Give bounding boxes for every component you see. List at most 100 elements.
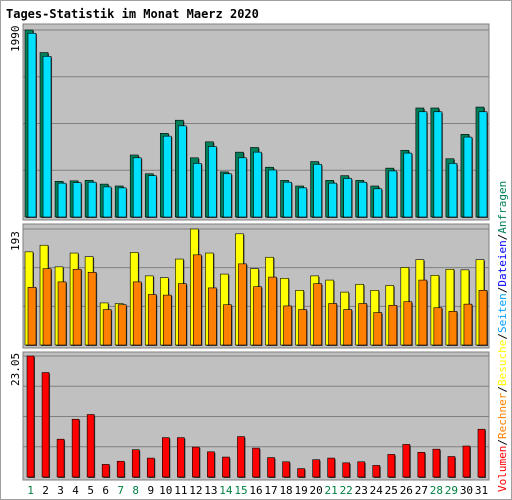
bar-volumen-day-31 bbox=[477, 428, 486, 478]
bar-dateien-day-15 bbox=[238, 157, 247, 218]
side-legend-text: Volumen/Rechner/Besuche/Seiten/Dateien/A… bbox=[496, 181, 509, 492]
x-tick-label: 12 bbox=[189, 484, 202, 497]
bar-dateien-day-30 bbox=[463, 136, 473, 218]
bar-besuche-day-22 bbox=[343, 309, 352, 346]
x-tick-label: 28 bbox=[430, 484, 443, 497]
x-tick-label: 31 bbox=[475, 484, 488, 497]
bar-volumen-day-23 bbox=[357, 461, 366, 478]
legend-item-rechner: Rechner bbox=[496, 392, 509, 439]
bar-besuche-day-5 bbox=[87, 271, 97, 346]
bar-dateien-day-23 bbox=[358, 181, 368, 218]
bar-dateien-day-11 bbox=[178, 125, 187, 218]
x-tick-label: 25 bbox=[385, 484, 398, 497]
bar-volumen-day-12 bbox=[192, 446, 200, 478]
chart-title: Tages-Statistik im Monat Maerz 2020 bbox=[6, 7, 259, 21]
legend-item-besuche: Besuche bbox=[496, 340, 509, 386]
bar-volumen-day-3 bbox=[56, 438, 65, 478]
x-tick-label: 22 bbox=[340, 484, 353, 497]
bar-volumen-day-5 bbox=[86, 414, 95, 478]
bar-besuche-day-8 bbox=[132, 281, 142, 346]
bar-volumen-day-26 bbox=[402, 444, 411, 478]
bar-volumen-day-22 bbox=[342, 462, 350, 478]
chart-panels: 1990 193 23.05 bbox=[9, 23, 490, 481]
bar-besuche-day-1 bbox=[27, 287, 37, 346]
x-tick-label: 10 bbox=[159, 484, 172, 497]
x-tick-label: 24 bbox=[370, 484, 384, 497]
side-legend: Volumen/Rechner/Besuche/Seiten/Dateien/A… bbox=[496, 181, 509, 492]
bar-besuche-day-23 bbox=[358, 303, 368, 346]
x-tick-label: 20 bbox=[310, 484, 323, 497]
bar-volumen-day-11 bbox=[177, 437, 185, 478]
x-tick-label: 4 bbox=[72, 484, 79, 497]
bar-dateien-day-22 bbox=[343, 178, 352, 218]
bar-besuche-day-18 bbox=[283, 305, 292, 346]
bar-volumen-day-2 bbox=[41, 372, 50, 478]
bar-besuche-day-3 bbox=[57, 281, 67, 346]
x-tick-label: 17 bbox=[264, 484, 277, 497]
bar-besuche-day-28 bbox=[433, 307, 443, 346]
x-tick-label: 18 bbox=[279, 484, 292, 497]
x-tick-label: 2 bbox=[42, 484, 49, 497]
x-tick-label: 30 bbox=[460, 484, 473, 497]
bar-besuche-day-26 bbox=[403, 301, 413, 346]
x-tick-label: 16 bbox=[249, 484, 262, 497]
bar-besuche-day-31 bbox=[478, 290, 488, 346]
bar-volumen-day-28 bbox=[432, 448, 441, 478]
bar-dateien-day-13 bbox=[208, 146, 217, 218]
legend-separator: / bbox=[496, 386, 509, 393]
x-tick-label: 1 bbox=[27, 484, 34, 497]
y-max-label: 23.05 bbox=[9, 353, 22, 386]
bar-dateien-day-1 bbox=[27, 32, 37, 218]
bar-dateien-day-17 bbox=[268, 169, 277, 218]
bar-dateien-day-2 bbox=[42, 56, 52, 218]
bar-besuche-day-4 bbox=[72, 268, 82, 346]
bar-besuche-day-16 bbox=[253, 286, 262, 346]
bar-besuche-day-21 bbox=[328, 303, 337, 346]
bar-besuche-day-11 bbox=[178, 283, 187, 346]
bar-besuche-day-6 bbox=[102, 309, 112, 346]
x-tick-label: 29 bbox=[445, 484, 458, 497]
y-max-label: 1990 bbox=[9, 26, 22, 53]
bar-besuche-day-24 bbox=[373, 312, 383, 346]
bar-dateien-day-7 bbox=[117, 187, 127, 218]
bar-volumen-day-14 bbox=[222, 456, 230, 478]
legend-item-anfragen: Anfragen bbox=[496, 181, 509, 234]
bar-besuche-day-19 bbox=[298, 309, 307, 346]
bar-dateien-day-14 bbox=[223, 173, 232, 218]
bar-volumen-day-9 bbox=[146, 457, 155, 478]
bar-besuche-day-15 bbox=[238, 263, 247, 346]
bar-dateien-day-18 bbox=[283, 181, 292, 218]
x-tick-label: 27 bbox=[415, 484, 428, 497]
panel-bottom: 23.05 bbox=[9, 351, 490, 481]
bar-volumen-day-30 bbox=[462, 445, 471, 478]
bar-volumen-day-18 bbox=[282, 461, 290, 478]
x-tick-label: 14 bbox=[219, 484, 233, 497]
bar-dateien-day-29 bbox=[448, 163, 458, 218]
bar-volumen-day-4 bbox=[71, 418, 80, 478]
legend-separator: / bbox=[496, 439, 509, 446]
x-tick-label: 11 bbox=[174, 484, 187, 497]
bar-dateien-day-6 bbox=[102, 186, 112, 218]
x-tick-label: 15 bbox=[234, 484, 247, 497]
legend-separator: / bbox=[496, 333, 509, 340]
legend-item-seiten: Seiten bbox=[496, 293, 509, 333]
bar-volumen-day-15 bbox=[237, 436, 245, 478]
x-tick-label: 9 bbox=[147, 484, 154, 497]
x-tick-label: 6 bbox=[102, 484, 109, 497]
bar-besuche-day-2 bbox=[42, 268, 52, 346]
bar-dateien-day-25 bbox=[388, 170, 398, 218]
bar-dateien-day-27 bbox=[418, 111, 428, 218]
x-tick-label: 5 bbox=[87, 484, 94, 497]
x-tick-label: 7 bbox=[117, 484, 124, 497]
bar-dateien-day-3 bbox=[57, 182, 67, 218]
x-tick-label: 23 bbox=[355, 484, 368, 497]
bar-besuche-day-13 bbox=[208, 287, 217, 346]
bar-besuche-day-25 bbox=[388, 305, 398, 346]
bar-dateien-day-8 bbox=[132, 157, 142, 218]
bar-volumen-day-17 bbox=[267, 457, 275, 478]
bar-volumen-day-8 bbox=[131, 449, 140, 478]
panel-middle: 193 bbox=[9, 223, 490, 349]
bar-volumen-day-24 bbox=[372, 465, 381, 478]
legend-separator: / bbox=[496, 287, 509, 294]
